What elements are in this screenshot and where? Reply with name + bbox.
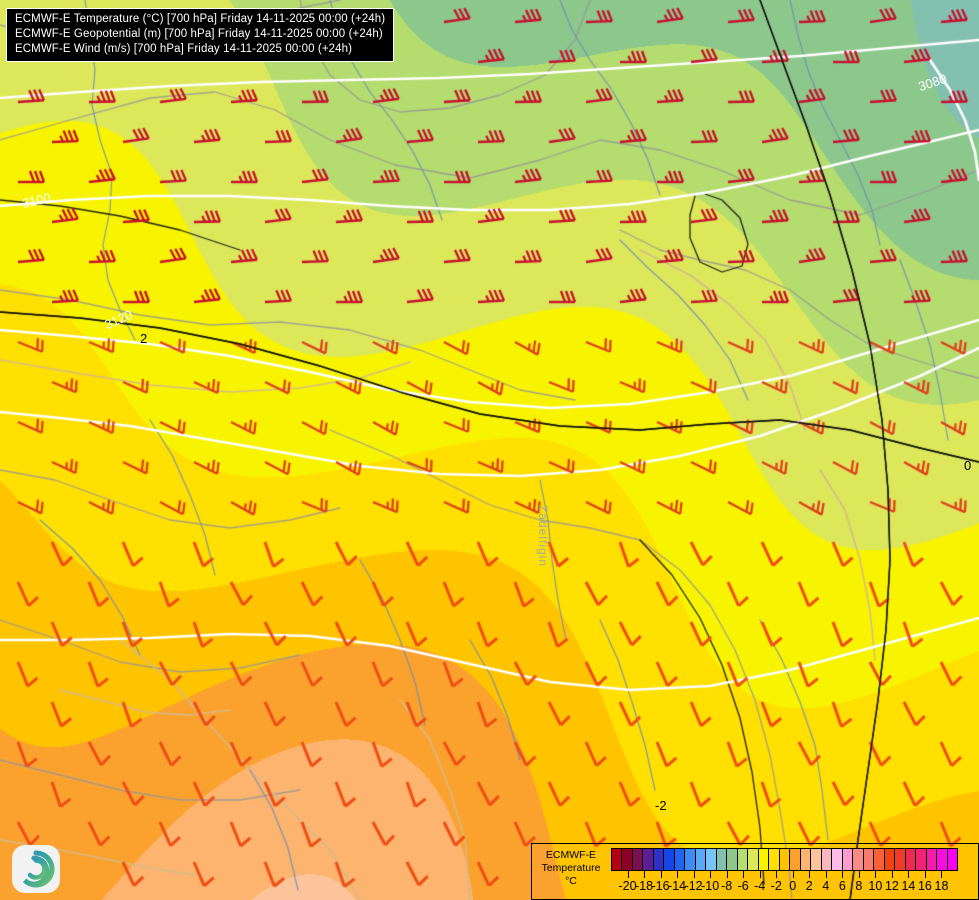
- legend-swatch: [643, 849, 654, 870]
- legend-swatch: [800, 849, 812, 870]
- legend-tick-label: -12: [684, 879, 703, 893]
- legend-unit: °C: [565, 875, 577, 887]
- temperature-legend: ECMWF-E Temperature °C -20 -18 -16 -14 -12 -1…: [531, 843, 979, 900]
- legend-swatch: [612, 849, 623, 870]
- legend-tick: [644, 871, 646, 878]
- legend-tick-label: 8: [855, 879, 863, 893]
- legend-tick: [809, 871, 811, 878]
- legend-tick-label: -6: [737, 879, 749, 893]
- title-line-wind: ECMWF-E Wind (m/s) [700 hPa] Friday 14-1…: [15, 43, 353, 55]
- legend-tick-label: -4: [754, 879, 766, 893]
- legend-tick: [875, 871, 877, 878]
- legend-scale: -20 -18 -16 -14 -12 -10 -8 -6 -4 -2 0 2 4 6 8 10 12 14 16 1…: [610, 844, 978, 895]
- legend-tick-marks: [611, 871, 958, 879]
- legend-swatch: [685, 849, 696, 870]
- legend-tick: [908, 871, 910, 878]
- legend-tick: [759, 871, 761, 878]
- legend-tick: [726, 871, 728, 878]
- legend-title-model: ECMWF-E: [545, 849, 597, 861]
- legend-swatch: [842, 849, 854, 870]
- legend-swatch: [727, 849, 738, 870]
- legend-tick-label: -2: [770, 879, 782, 893]
- legend-swatch: [874, 849, 885, 870]
- title-line-geopotential: ECMWF-E Geopotential (m) [700 hPa] Frida…: [15, 28, 383, 40]
- spiral-logo-icon: [22, 850, 55, 888]
- brand-logo[interactable]: [12, 845, 60, 893]
- legend-tick-label: 6: [838, 879, 846, 893]
- legend-tick-label: 14: [901, 879, 916, 893]
- legend-tick: [858, 871, 860, 878]
- legend-swatch: [863, 849, 875, 870]
- title-line-temperature: ECMWF-E Temperature (°C) [700 hPa] Frida…: [15, 13, 386, 25]
- product-title-block: ECMWF-E Temperature (°C) [700 hPa] Frida…: [6, 8, 395, 62]
- legend-tick-label: -8: [721, 879, 733, 893]
- legend-title-variable: Temperature: [541, 862, 601, 874]
- legend-tick-label: 0: [789, 879, 797, 893]
- legend-tick-label: -14: [668, 879, 687, 893]
- legend-tick: [693, 871, 695, 878]
- legend-tick: [677, 871, 679, 878]
- legend-tick-label: 2: [805, 879, 813, 893]
- legend-swatch: [790, 849, 801, 870]
- legend-swatch: [779, 849, 791, 870]
- legend-swatch: [716, 849, 728, 870]
- legend-tick-label: 4: [822, 879, 830, 893]
- legend-swatch: [674, 849, 686, 870]
- legend-swatch: [926, 849, 938, 870]
- legend-swatch: [937, 849, 948, 870]
- legend-swatch: [737, 849, 749, 870]
- legend-swatch: [622, 849, 633, 870]
- legend-tick-label: 16: [917, 879, 932, 893]
- legend-tick-label: 12: [884, 879, 899, 893]
- legend-swatch: [811, 849, 822, 870]
- legend-tick: [825, 871, 827, 878]
- legend-swatch: [706, 849, 717, 870]
- legend-tick-label: 10: [868, 879, 883, 893]
- legend-swatch: [905, 849, 917, 870]
- legend-swatch: [758, 849, 770, 870]
- legend-swatch: [695, 849, 707, 870]
- legend-tick: [660, 871, 662, 878]
- legend-swatch: [664, 849, 675, 870]
- legend-tick: [891, 871, 893, 878]
- legend-tick-label: -18: [635, 879, 654, 893]
- legend-colorbar: [611, 848, 958, 871]
- legend-tick-label: -10: [701, 879, 720, 893]
- legend-tick: [627, 871, 629, 878]
- legend-swatch: [653, 849, 665, 870]
- legend-tick: [941, 871, 943, 878]
- legend-swatch: [748, 849, 759, 870]
- legend-swatch: [769, 849, 780, 870]
- legend-tick-label: 18: [934, 879, 949, 893]
- legend-tick: [792, 871, 794, 878]
- legend-tick: [743, 871, 745, 878]
- legend-tick: [842, 871, 844, 878]
- legend-swatch: [947, 849, 957, 870]
- legend-tick: [924, 871, 926, 878]
- legend-tick-label: -16: [651, 879, 670, 893]
- legend-swatch: [632, 849, 644, 870]
- legend-swatch: [832, 849, 843, 870]
- legend-swatch: [821, 849, 833, 870]
- legend-swatch: [916, 849, 927, 870]
- legend-tick: [710, 871, 712, 878]
- legend-tick: [776, 871, 778, 878]
- legend-swatch: [853, 849, 864, 870]
- legend-tick-labels: -20 -18 -16 -14 -12 -10 -8 -6 -4 -2 0 2 4 6 8 10 12 14 16 1…: [611, 879, 958, 895]
- legend-title: ECMWF-E Temperature °C: [532, 844, 610, 888]
- legend-swatch: [884, 849, 896, 870]
- legend-tick-label: -20: [618, 879, 637, 893]
- legend-swatch: [895, 849, 906, 870]
